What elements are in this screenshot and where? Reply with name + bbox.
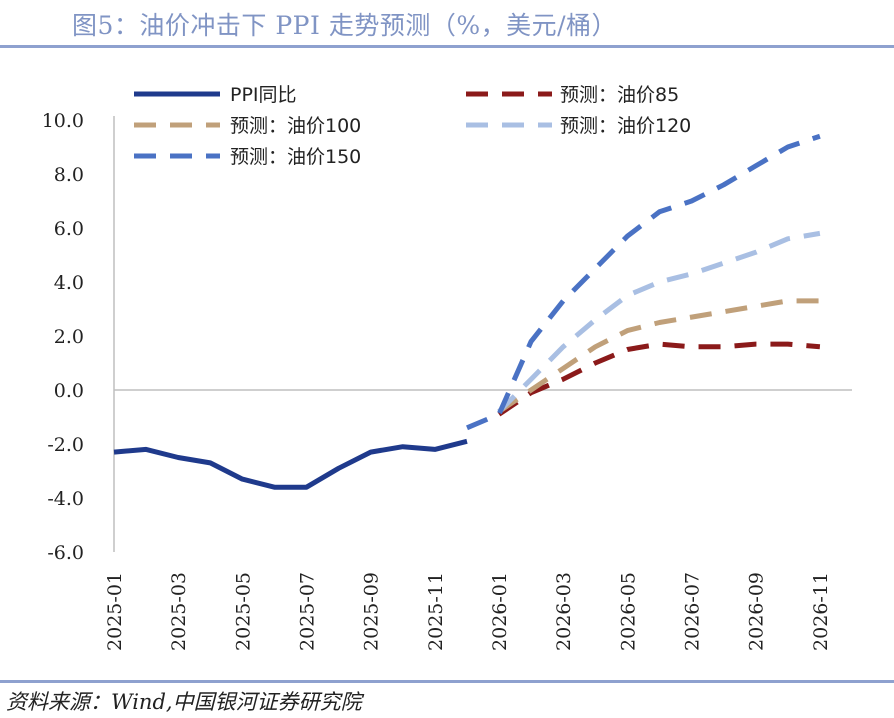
legend-label: 预测：油价85 [560,84,679,106]
x-tick-label: 2025-07 [297,572,319,651]
series-line-4 [466,133,821,431]
x-tick-label: 2026-05 [617,572,639,651]
y-tick-label: 6.0 [54,218,84,240]
series-line-1 [497,341,821,417]
y-tick-label: 8.0 [54,164,84,186]
legend-label: 预测：油价120 [560,115,691,137]
y-tick-label: 2.0 [54,326,84,348]
series-line-2 [497,298,820,414]
chart-title: 图5：油价冲击下 PPI 走势预测（%，美元/桶） [72,11,617,40]
series-line-0 [113,438,468,490]
y-tick-label: -6.0 [47,542,84,564]
chart-area: -6.0 -4.0 -2.0 0.0 2.0 4.0 6.0 8.0 10.0 2025-01 20… [42,84,852,651]
series-line-3 [497,230,821,414]
title-underline [0,45,894,48]
legend-label: 预测：油价150 [230,146,361,168]
y-tick-label: 10.0 [42,110,84,132]
y-tick-label: 4.0 [54,272,84,294]
x-tick-label: 2025-11 [425,572,447,651]
x-tick-label: 2026-01 [489,572,511,651]
source-divider [0,680,894,683]
y-tick-label: -4.0 [47,488,84,510]
x-tick-label: 2025-01 [104,572,126,651]
y-tick-label: 0.0 [54,380,84,402]
x-tick-label: 2026-11 [810,572,832,651]
x-tick-label: 2025-03 [168,572,190,651]
x-tick-label: 2025-09 [361,572,383,651]
x-tick-label: 2026-03 [553,572,575,651]
y-tick-label: -2.0 [47,434,84,456]
x-tick-label: 2026-07 [682,572,704,651]
x-tick-label: 2025-05 [232,572,254,651]
legend-label: 预测：油价100 [230,115,361,137]
x-tick-label: 2026-09 [746,572,768,651]
legend-label: PPI同比 [230,84,297,106]
source-note: 资料来源：Wind,中国银河证券研究院 [6,690,362,714]
